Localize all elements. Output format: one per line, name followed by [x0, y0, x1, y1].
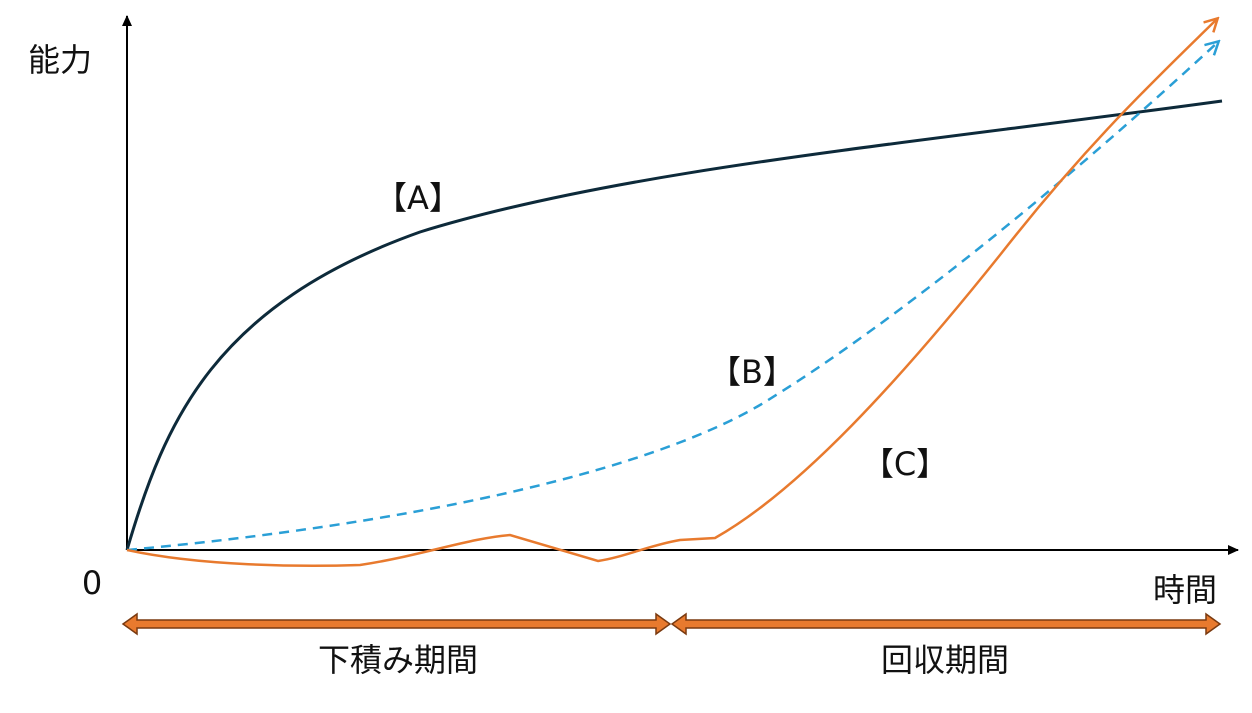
curve-a	[125, 99, 1223, 551]
curve-label: 【B】	[709, 353, 795, 391]
x-axis-label: 時間	[1153, 571, 1217, 609]
period-label: 回収期間	[881, 641, 1009, 679]
y-axis-label: 能力	[28, 41, 92, 79]
period-label: 下積み期間	[318, 641, 478, 679]
curve-label: 【C】	[862, 445, 948, 483]
curve-b	[126, 42, 1218, 552]
period-arrow	[670, 612, 1222, 636]
period-arrow	[121, 612, 672, 636]
curve-label: 【A】	[375, 179, 461, 217]
origin-label: 0	[82, 564, 102, 602]
curve-c	[126, 19, 1217, 567]
